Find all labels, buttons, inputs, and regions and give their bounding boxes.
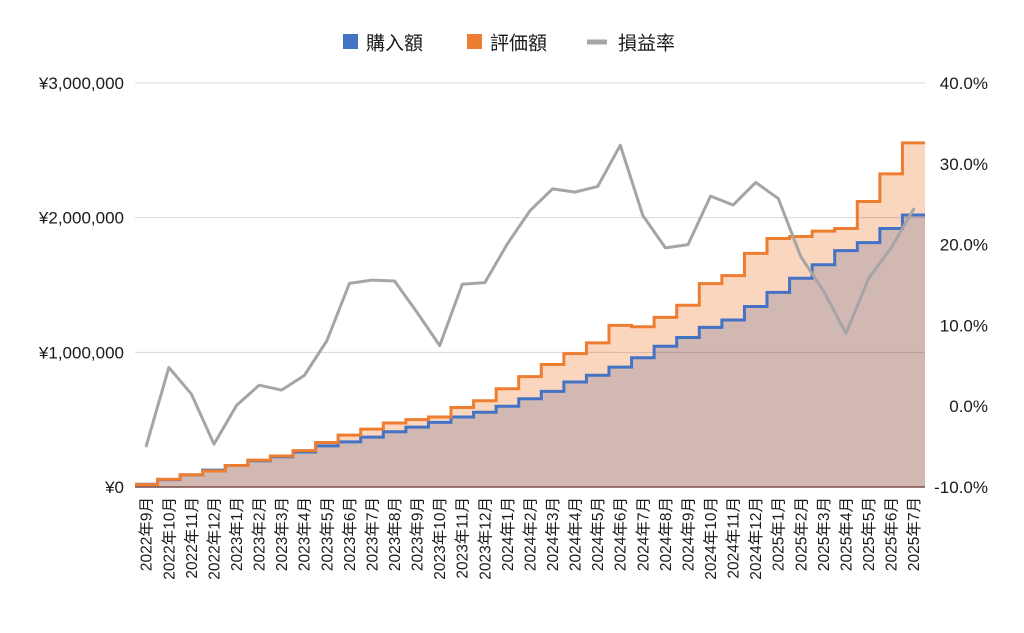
x-tick-label: 2022年11月 (183, 497, 201, 579)
y-right-tick-label: -10.0% (934, 478, 988, 497)
area-step-purchase (767, 292, 791, 487)
gridlines (135, 82, 925, 488)
area-step-purchase (405, 427, 430, 487)
area-step-purchase (157, 479, 181, 487)
y-right-tick-label: 30.0% (940, 155, 988, 174)
x-tick-label: 2023年12月 (476, 497, 494, 580)
series-lines-layer (135, 141, 925, 486)
area-step-purchase (451, 416, 475, 487)
y-right-tick-label: 20.0% (940, 236, 988, 255)
legend-item-valuation: 評価額 (467, 33, 547, 55)
x-tick-label: 2024年8月 (657, 497, 675, 571)
area-step-purchase (293, 451, 317, 487)
x-tick-label: 2023年4月 (296, 497, 314, 571)
x-tick-label: 2023年10月 (431, 497, 449, 580)
area-step-purchase (225, 465, 249, 487)
area-step-purchase (496, 406, 520, 487)
legend-swatch-purchase (343, 34, 358, 49)
legend-label-valuation: 評価額 (490, 33, 547, 55)
x-tick-label: 2025年1月 (770, 497, 788, 571)
area-step-purchase (247, 460, 272, 487)
legend-label-profit-rate: 損益率 (618, 33, 675, 55)
x-tick-label: 2024年1月 (499, 497, 517, 571)
x-tick-label: 2024年11月 (725, 497, 743, 579)
x-tick-label: 2025年3月 (815, 497, 833, 571)
x-tick-label: 2024年5月 (589, 497, 607, 571)
left-value-axis: ¥0 ¥1,000,000 ¥2,000,000 ¥3,000,000 (38, 74, 124, 497)
area-step-purchase (518, 398, 542, 487)
x-tick-label: 2022年12月 (205, 497, 223, 580)
y-left-tick-label: ¥3,000,000 (38, 74, 124, 93)
area-step-purchase (360, 437, 384, 487)
area-layer (135, 142, 925, 487)
area-step-purchase (180, 474, 204, 487)
x-tick-label: 2024年7月 (634, 497, 652, 571)
legend-label-purchase: 購入額 (366, 33, 423, 55)
x-tick-label: 2023年8月 (386, 497, 404, 571)
area-step-purchase (338, 441, 362, 487)
x-tick-label: 2025年6月 (883, 497, 901, 571)
y-right-tick-label: 40.0% (940, 74, 988, 93)
x-tick-label: 2023年6月 (341, 497, 359, 571)
y-right-tick-label: 0.0% (949, 397, 988, 416)
x-tick-label: 2023年5月 (318, 497, 336, 571)
x-tick-label: 2023年7月 (363, 497, 381, 571)
area-step-purchase (609, 367, 633, 487)
area-step-purchase (428, 422, 452, 487)
area-step-purchase (834, 250, 858, 487)
area-step-purchase (857, 242, 881, 487)
series-line-profit-rate (144, 143, 916, 448)
area-step-purchase (315, 445, 339, 487)
x-tick-label: 2025年5月 (860, 497, 878, 571)
legend: 購入額 評価額 損益率 (343, 33, 675, 55)
legend-item-purchase: 購入額 (343, 33, 423, 55)
area-step-purchase (879, 228, 904, 487)
area-step-purchase (721, 320, 746, 487)
x-tick-label: 2025年4月 (837, 497, 855, 571)
y-left-tick-label: ¥2,000,000 (38, 209, 124, 228)
x-tick-label: 2024年9月 (679, 497, 697, 571)
area-step-purchase (676, 337, 700, 487)
area-step-purchase (902, 214, 925, 487)
legend-item-profit-rate: 損益率 (587, 33, 675, 55)
x-tick-label: 2023年9月 (409, 497, 427, 571)
x-tick-label: 2023年1月 (228, 497, 246, 571)
area-step-purchase (473, 412, 497, 487)
area-step-purchase (631, 357, 655, 487)
area-step-purchase (744, 306, 768, 487)
x-tick-label: 2023年3月 (273, 497, 291, 571)
area-step-purchase (699, 327, 723, 487)
area-step-purchase (563, 381, 588, 487)
x-tick-label: 2022年9月 (138, 497, 156, 571)
x-tick-label: 2024年6月 (612, 497, 630, 571)
x-tick-label: 2023年11月 (454, 497, 472, 579)
x-tick-label: 2025年7月 (905, 497, 923, 571)
y-right-tick-label: 10.0% (940, 316, 988, 335)
y-left-tick-label: ¥1,000,000 (38, 343, 124, 362)
x-tick-label: 2024年4月 (567, 497, 585, 571)
x-tick-label: 2024年2月 (521, 497, 539, 571)
y-left-tick-label: ¥0 (104, 478, 124, 497)
x-tick-label: 2024年3月 (544, 497, 562, 571)
area-step-purchase (789, 278, 813, 487)
area-step-purchase (270, 456, 294, 487)
x-tick-label: 2025年2月 (792, 497, 810, 571)
x-tick-label: 2024年10月 (702, 497, 720, 580)
area-step-purchase (654, 346, 678, 487)
x-tick-label: 2024年12月 (747, 497, 765, 580)
series-line-valuation (135, 141, 925, 486)
area-step-purchase (383, 431, 407, 487)
area-step-purchase (812, 264, 836, 487)
x-tick-label: 2022年10月 (160, 497, 178, 580)
area-step-purchase (586, 375, 610, 487)
x-tick-label: 2023年2月 (251, 497, 269, 571)
series-area-purchase (135, 214, 925, 487)
legend-swatch-valuation (467, 34, 482, 49)
area-step-purchase (541, 391, 565, 487)
right-percent-axis: -10.0% 0.0% 10.0% 20.0% 30.0% 40.0% (934, 74, 988, 497)
category-axis: 2022年9月 2022年10月 2022年11月 2022年12月 2023年1月 20… (138, 497, 923, 580)
area-step-purchase (202, 470, 226, 487)
